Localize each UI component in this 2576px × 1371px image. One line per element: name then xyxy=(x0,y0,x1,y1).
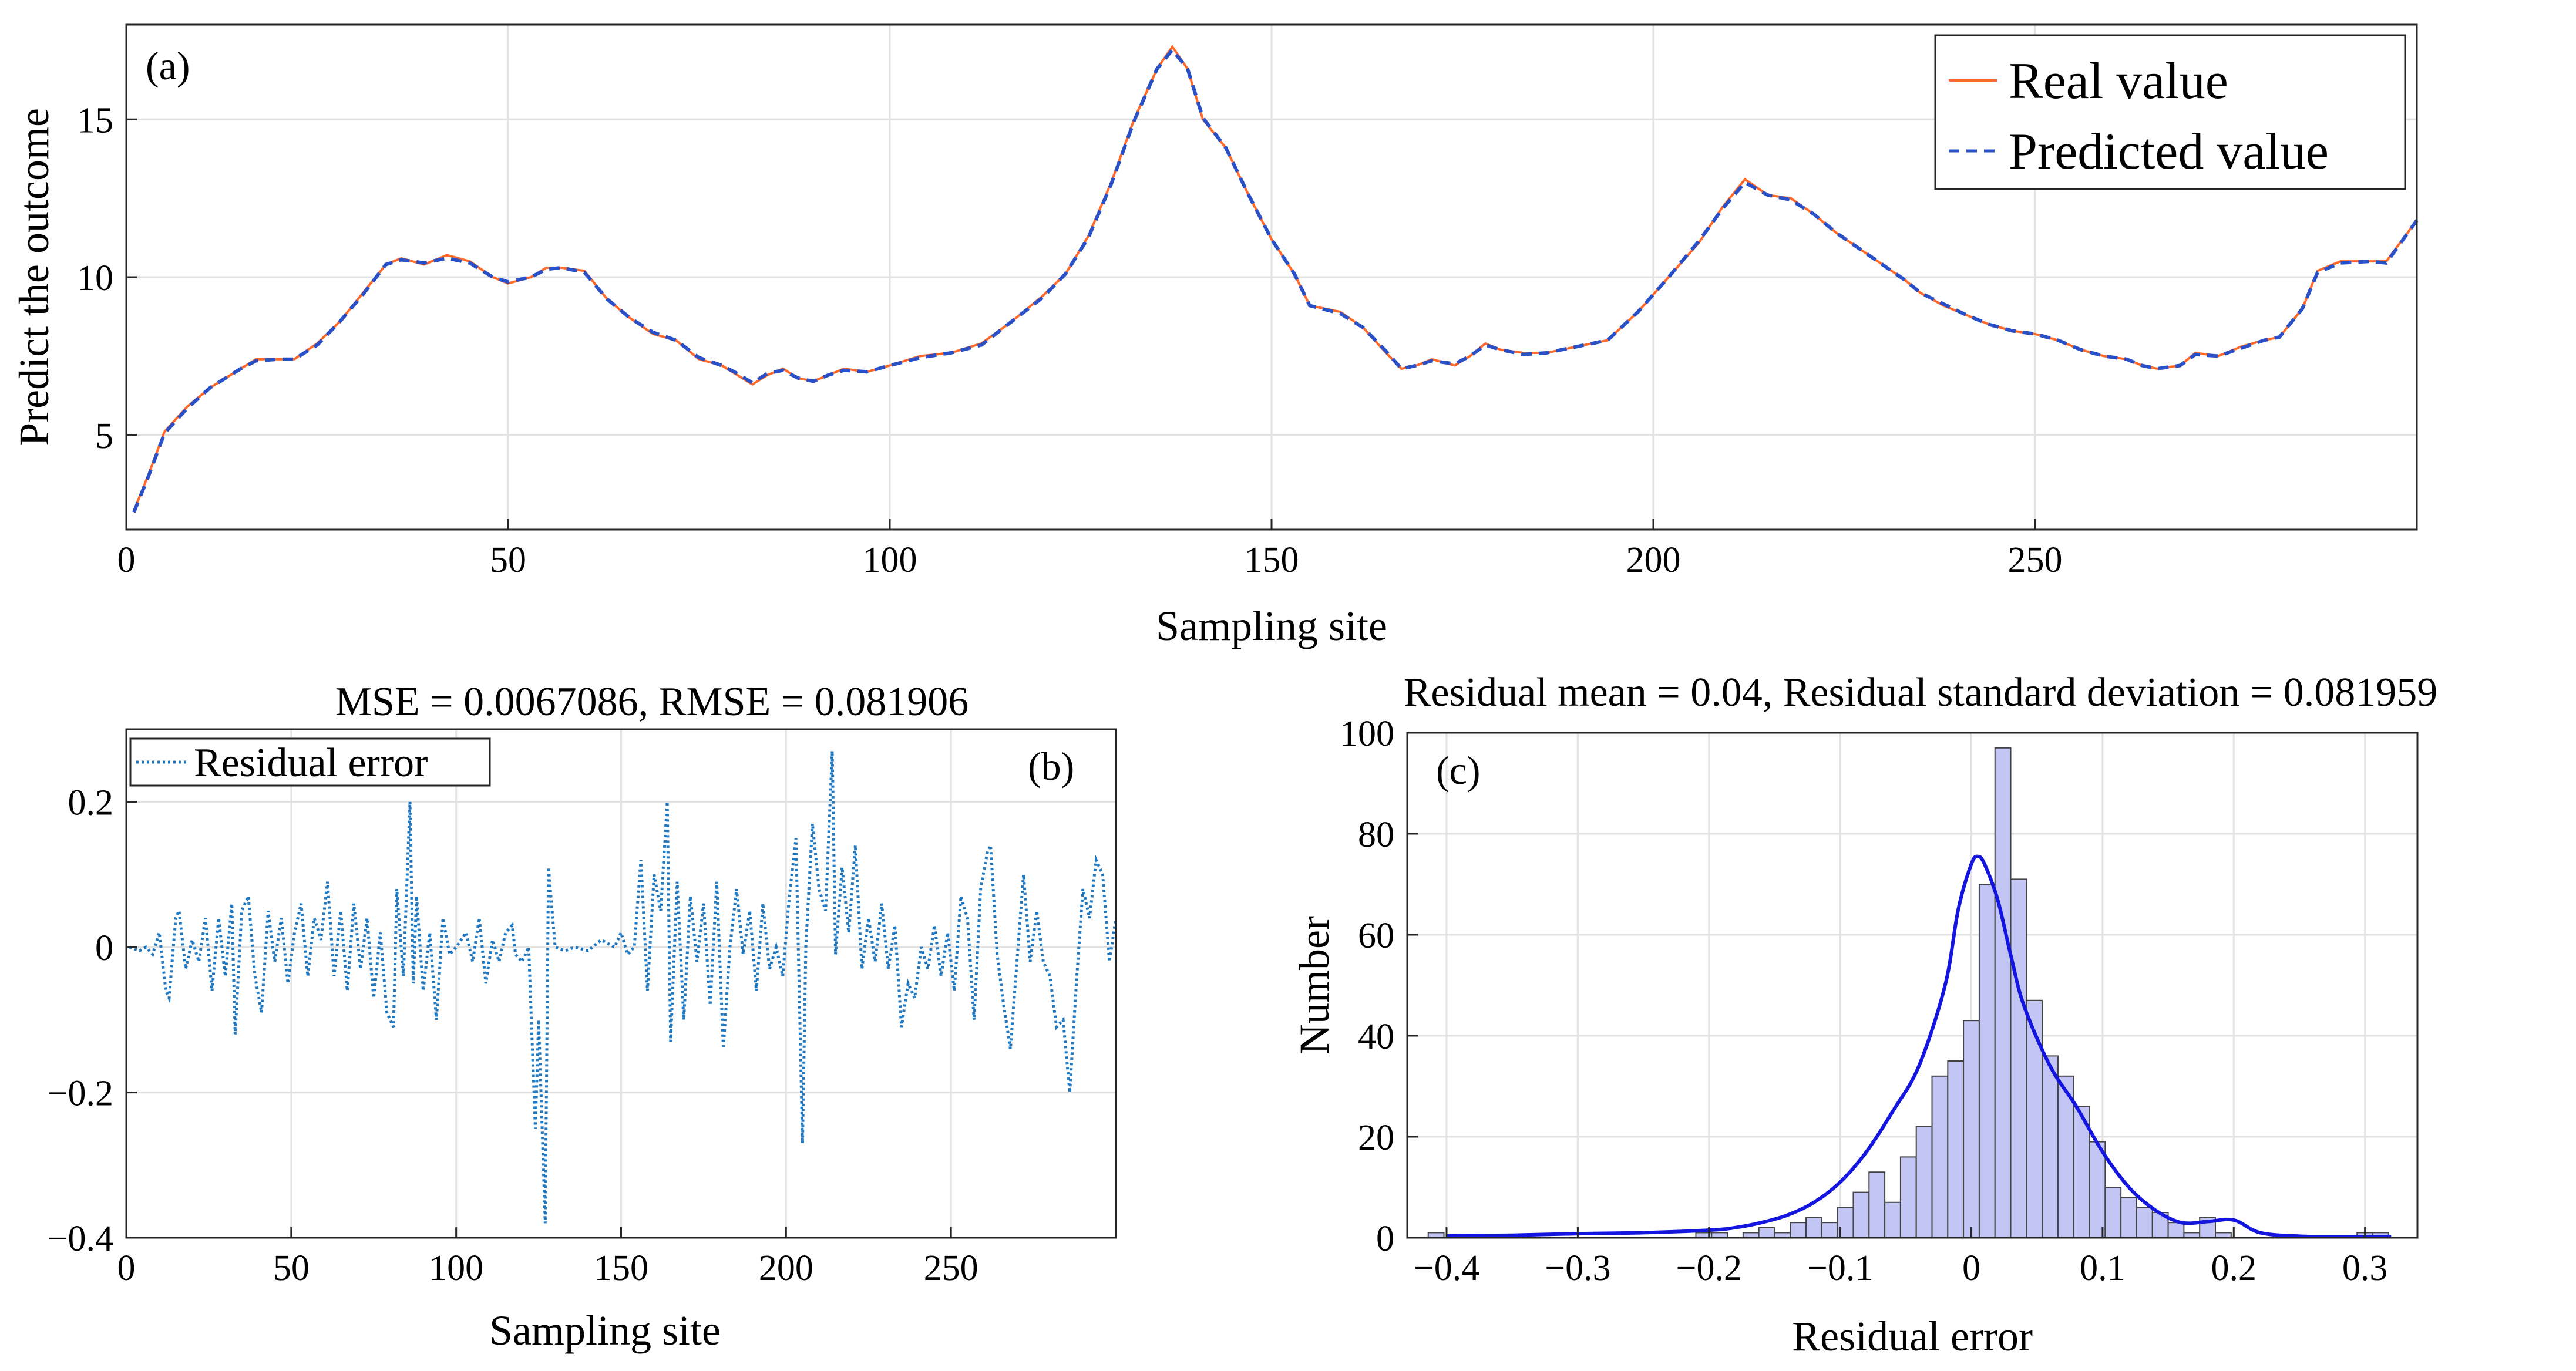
histogram-bar xyxy=(2104,1187,2122,1238)
histogram-bar xyxy=(1852,1191,1870,1238)
panel-b-ticks: 0 50 100 150 200 250 −0.4 −0.2 0 0.2 xyxy=(48,783,978,1288)
histogram-bar xyxy=(1947,1060,1965,1238)
panel-b-legend: Residual error xyxy=(129,737,491,787)
panel-c-xtick-label: 0.3 xyxy=(2342,1248,2388,1288)
histogram-bar xyxy=(1915,1126,1933,1239)
panel-a-series xyxy=(132,45,2419,513)
histogram-bar xyxy=(2136,1207,2153,1238)
panel-a-ticks: 0 50 100 150 200 250 5 10 15 xyxy=(77,100,2063,580)
panel-c-xtick-label: 0.2 xyxy=(2211,1248,2257,1288)
panel-c-ylabel: Number xyxy=(1291,916,1338,1055)
histogram-bar xyxy=(1821,1222,1838,1238)
panel-c-density xyxy=(1446,854,2392,1239)
panel-a-ytick-label: 10 xyxy=(77,258,113,298)
panel-b-xtick-label: 50 xyxy=(273,1248,310,1288)
histogram-bar xyxy=(2026,999,2043,1239)
panel-b-ytick-label: −0.2 xyxy=(48,1074,113,1114)
panel-a-xtick-label: 100 xyxy=(863,540,917,580)
panel-c-ticks: −0.4 −0.3 −0.2 −0.1 0 0.1 0.2 0.3 0 20 40 60 80 100 xyxy=(1340,714,2387,1288)
panel-a-ytick-label: 15 xyxy=(77,100,113,140)
panel-c-axes-frame xyxy=(1406,732,2419,1239)
histogram-bar xyxy=(1978,884,1996,1238)
panel-c-ytick-label: 40 xyxy=(1358,1017,1394,1057)
histogram-bar xyxy=(1790,1222,1807,1238)
histogram-bar xyxy=(2089,1141,2106,1238)
histogram-bar xyxy=(2120,1197,2137,1238)
panel-b-xtick-label: 0 xyxy=(117,1248,136,1288)
histogram-bar xyxy=(2010,878,2027,1238)
histogram-bar xyxy=(1931,1075,1949,1239)
panel-a-xlabel: Sampling site xyxy=(1156,602,1387,649)
panel-a-xtick-label: 250 xyxy=(2008,540,2063,580)
histogram-bar xyxy=(2167,1222,2185,1238)
histogram-bar xyxy=(1868,1171,1886,1238)
histogram-bar xyxy=(1994,747,2012,1239)
histogram-bar xyxy=(1884,1201,1901,1239)
panel-c-xtick-label: 0 xyxy=(1962,1248,1980,1288)
panel-c-ytick-label: 20 xyxy=(1358,1118,1394,1158)
histogram-bar xyxy=(1899,1156,1917,1239)
panel-b-title: MSE = 0.0067086, RMSE = 0.081906 xyxy=(335,679,969,725)
panel-b-ytick-label: 0 xyxy=(95,928,113,968)
panel-a-xtick-label: 50 xyxy=(490,540,526,580)
histogram-bar xyxy=(1805,1217,1822,1239)
panel-c-xtick-label: −0.1 xyxy=(1807,1248,1873,1288)
panel-b-ytick-label: 0.2 xyxy=(68,783,114,823)
panel-b-xtick-label: 150 xyxy=(594,1248,648,1288)
panel-a-line-chart: 0 50 100 150 200 250 5 10 15 (a) Sampling site P… xyxy=(11,23,2419,649)
panel-a-ytick-label: 5 xyxy=(95,416,113,456)
legend-label-residual-error: Residual error xyxy=(194,740,428,786)
histogram-bar xyxy=(1758,1227,1775,1239)
panel-c-ytick-label: 80 xyxy=(1358,815,1394,855)
panel-b-ytick-label: −0.4 xyxy=(48,1219,113,1259)
panel-a-xtick-label: 200 xyxy=(1626,540,1681,580)
legend-label-predicted-value: Predicted value xyxy=(2009,123,2329,180)
panel-c-histogram: Residual mean = 0.04, Residual standard … xyxy=(1291,670,2437,1360)
panel-a-ylabel: Predict the outcome xyxy=(11,108,58,446)
series-line-residual-error xyxy=(129,750,1118,1224)
panel-b-xlabel: Sampling site xyxy=(489,1307,721,1354)
panel-b-xtick-label: 250 xyxy=(924,1248,978,1288)
panel-b-series xyxy=(129,750,1118,1224)
panel-a-legend: Real value Predicted value xyxy=(1934,34,2406,190)
panel-c-xtick-label: −0.3 xyxy=(1545,1248,1610,1288)
legend-label-real-value: Real value xyxy=(2009,53,2228,110)
panel-b-xtick-label: 100 xyxy=(429,1248,483,1288)
panel-c-xtick-label: 0.1 xyxy=(2080,1248,2126,1288)
panel-c-tag: (c) xyxy=(1436,748,1480,793)
panel-c-xlabel: Residual error xyxy=(1792,1313,2033,1360)
panel-c-xtick-label: −0.2 xyxy=(1676,1248,1742,1288)
panel-c-xtick-label: −0.4 xyxy=(1414,1248,1479,1288)
panel-a-tag: (a) xyxy=(146,43,190,88)
panel-b-xtick-label: 200 xyxy=(759,1248,813,1288)
panel-c-ytick-label: 0 xyxy=(1376,1219,1394,1259)
series-line-predicted-value xyxy=(132,47,2419,513)
panel-c-title: Residual mean = 0.04, Residual standard … xyxy=(1404,670,2438,715)
panel-c-ytick-label: 100 xyxy=(1340,714,1394,754)
panel-b-residual-chart: MSE = 0.0067086, RMSE = 0.081906 0 50 100 1… xyxy=(48,679,1118,1354)
panel-c-ytick-label: 60 xyxy=(1358,916,1394,956)
histogram-bar xyxy=(1963,1020,1980,1238)
histogram-bar xyxy=(2042,1055,2059,1239)
panel-b-tag: (b) xyxy=(1028,744,1074,789)
panel-a-legend-box xyxy=(1934,34,2406,190)
density-curve xyxy=(1446,854,2392,1239)
panel-b-legend-box xyxy=(129,737,491,787)
panel-a-xtick-label: 0 xyxy=(117,540,136,580)
panel-a-xtick-label: 150 xyxy=(1245,540,1299,580)
